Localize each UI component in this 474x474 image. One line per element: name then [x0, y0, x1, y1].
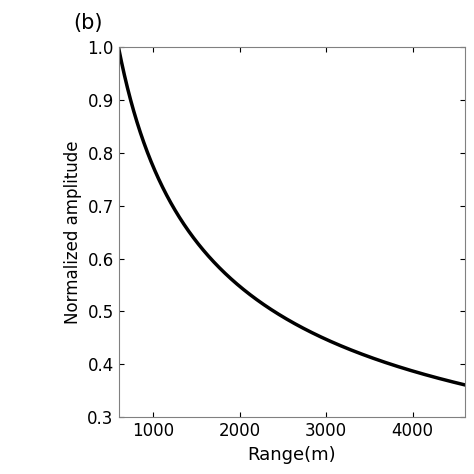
X-axis label: Range(m): Range(m)	[247, 446, 336, 464]
Text: (b): (b)	[73, 13, 103, 33]
Y-axis label: Normalized amplitude: Normalized amplitude	[64, 140, 82, 324]
